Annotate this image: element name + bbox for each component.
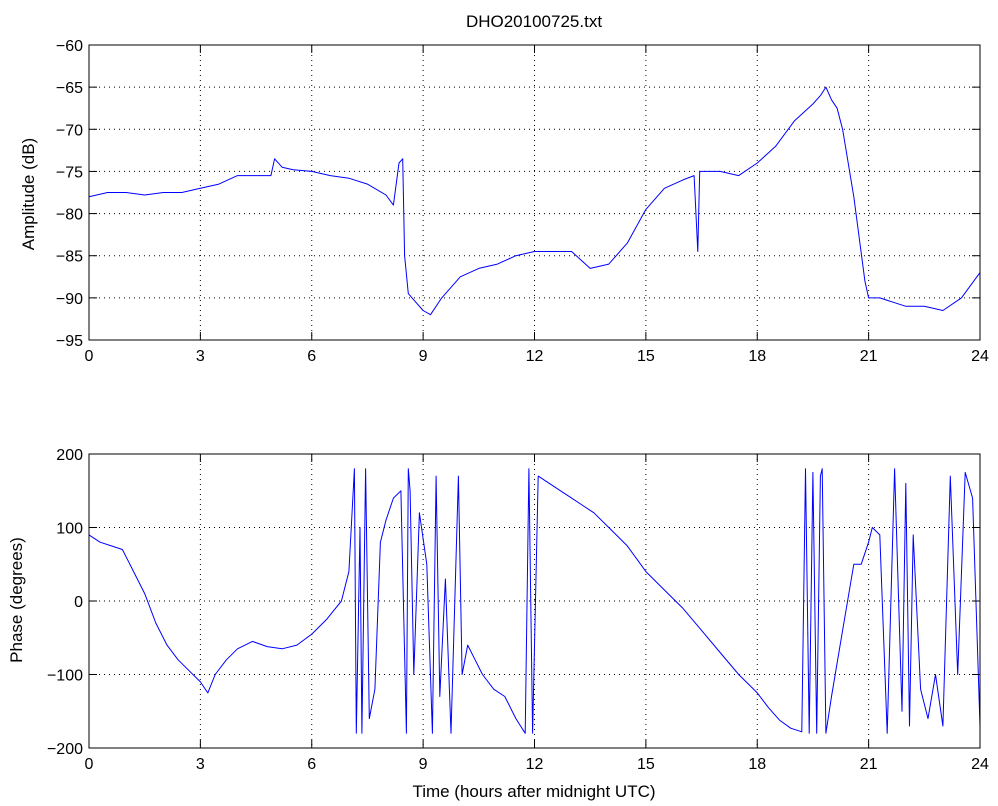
amplitude-x-tick-label: 15: [637, 348, 655, 365]
phase-x-tick-label: 6: [307, 756, 316, 773]
phase-grid: [89, 454, 980, 748]
phase-y-tick-label: 100: [56, 521, 83, 538]
amplitude-y-tick-label: −65: [56, 80, 83, 97]
amplitude-y-tick-label: −95: [56, 333, 83, 350]
phase-x-tick-label: 9: [419, 756, 428, 773]
amplitude-x-tick-label: 6: [307, 348, 316, 365]
phase-x-tick-label: 24: [971, 756, 989, 773]
phase-tick-labels: 0 3 6 9 12 15 18 21 24 −200 −100 0 100 200: [47, 447, 989, 773]
phase-y-tick-label: −200: [47, 741, 83, 758]
amplitude-y-tick-label: −85: [56, 249, 83, 266]
phase-x-tick-label: 15: [637, 756, 655, 773]
amplitude-x-tick-label: 0: [85, 348, 94, 365]
amplitude-y-tick-label: −70: [56, 122, 83, 139]
amplitude-y-tick-label: −80: [56, 207, 83, 224]
phase-trace-layer: [88, 468, 981, 734]
phase-y-axis-label: Phase (degrees): [7, 537, 26, 663]
amplitude-ticks: [88, 44, 981, 341]
phase-series-line: [88, 468, 981, 734]
phase-x-tick-label: 0: [85, 756, 94, 773]
amplitude-y-tick-label: −60: [56, 38, 83, 55]
phase-x-axis-label: Time (hours after midnight UTC): [412, 782, 655, 801]
phase-y-tick-label: 0: [74, 594, 83, 611]
phase-y-tick-label: −100: [47, 668, 83, 685]
amplitude-grid: [89, 45, 980, 340]
phase-x-tick-label: 21: [860, 756, 878, 773]
amplitude-tick-labels: 0 3 6 9 12 15 18 21 24 −95 −90 −85 −80 −75 −70 −65 −60: [56, 38, 989, 365]
phase-x-tick-label: 3: [196, 756, 205, 773]
amplitude-series-line: [88, 86, 981, 316]
chart-title: DHO20100725.txt: [466, 12, 602, 31]
amplitude-x-tick-label: 21: [860, 348, 878, 365]
phase-y-tick-label: 200: [56, 447, 83, 464]
phase-x-tick-label: 18: [748, 756, 766, 773]
amplitude-trace-layer: [88, 86, 981, 316]
amplitude-y-axis-label: Amplitude (dB): [19, 138, 38, 250]
phase-plot: 0 3 6 9 12 15 18 21 24 −200 −100 0 100 200 Phase (deg…: [7, 447, 989, 801]
amplitude-y-tick-label: −90: [56, 291, 83, 308]
phase-x-tick-label: 12: [526, 756, 544, 773]
amplitude-plot: 0 3 6 9 12 15 18 21 24 −95 −90 −85 −80 −75 −70 −65 −60 A…: [19, 38, 989, 365]
amplitude-x-tick-label: 18: [748, 348, 766, 365]
amplitude-x-tick-label: 3: [196, 348, 205, 365]
amplitude-x-tick-label: 9: [419, 348, 428, 365]
amplitude-y-tick-label: −75: [56, 164, 83, 181]
amplitude-x-tick-label: 24: [971, 348, 989, 365]
amplitude-x-tick-label: 12: [526, 348, 544, 365]
phase-ticks: [88, 453, 981, 749]
